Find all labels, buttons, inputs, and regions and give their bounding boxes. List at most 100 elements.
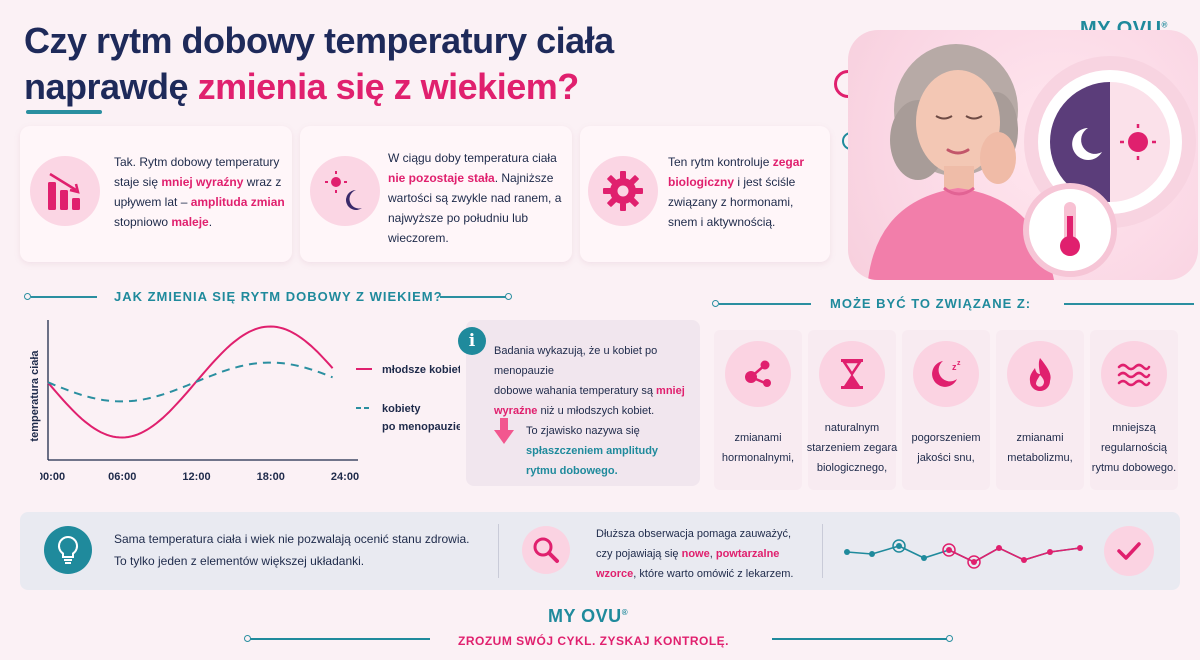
series-line-younger (47, 325, 334, 439)
card-2-icon-wrap (310, 156, 380, 226)
pattern-line-icon (844, 539, 1083, 569)
research-box (466, 320, 700, 486)
bottom-left-line-1: Sama temperatura ciała i wiek nie pozwal… (114, 532, 470, 546)
cause-icon-wrap (1101, 341, 1167, 407)
research-line-2-accent: mniej (656, 385, 685, 397)
svg-text:z: z (952, 362, 957, 372)
legend-label: po menopauzie (382, 421, 460, 433)
cause-label: mniejszą regularnością rytmu dobowego. (1086, 418, 1182, 478)
cause-label-line: biologicznego, (816, 462, 888, 474)
cause-icon-wrap (1007, 341, 1073, 407)
bottom-divider-2 (822, 524, 823, 578)
causes-line-left (719, 303, 811, 305)
research-term-intro: To zjawisko nazywa się (526, 425, 640, 437)
magnifier-icon-wrap (522, 526, 570, 574)
bottom-mid-accent-new: nowe (681, 548, 710, 560)
heading-line-right (440, 296, 506, 298)
heading-line-left (31, 296, 97, 298)
gear-icon (603, 171, 643, 211)
cause-label-line: pogorszeniem (911, 432, 981, 444)
logo-mark: ® (1161, 20, 1168, 30)
card-1-text-part: stopniowo (114, 215, 172, 229)
card-1-text-part: maleje (171, 215, 209, 229)
hourglass-icon (841, 359, 863, 389)
legend-label: kobiety (382, 403, 421, 415)
footer-logo-text: MY OVU (548, 606, 622, 626)
heading-line-dot-right (505, 293, 512, 300)
cause-icon-wrap (819, 341, 885, 407)
heading-line-dot-left (24, 293, 31, 300)
info-icon: i (458, 327, 486, 355)
footer-slogan: ZROZUM SWÓJ CYKL. ZYSKAJ KONTROLĘ. (458, 634, 730, 648)
research-line-2: dobowe wahania temperatury są mniej (494, 381, 698, 401)
title-plain: naprawdę (24, 66, 198, 107)
bottom-left-text: Sama temperatura ciała i wiek nie pozwal… (114, 528, 494, 572)
x-tick-label: 12:00 (182, 471, 210, 483)
bottom-mid-line-3: wzorce, które warto omówić z lekarzem. (596, 564, 816, 584)
cause-label-line: naturalnym (824, 422, 880, 434)
research-text: Badania wykazują, że u kobiet po menopau… (494, 341, 698, 421)
series-line-postmenopause (47, 361, 333, 403)
bulb-icon-wrap (44, 526, 92, 574)
woman-illustration (868, 44, 1196, 280)
card-2-text-part: W ciągu doby temperatura ciała (388, 151, 557, 165)
causes-line-right (1064, 303, 1194, 305)
bottom-divider-1 (498, 524, 499, 578)
cause-label: naturalnym starzeniem zegara biologicznego… (804, 418, 900, 478)
cause-label-line: regularnością (1100, 442, 1168, 454)
cause-label-line: jakości snu, (917, 452, 975, 464)
cause-label: zmianami metabolizmu, (992, 428, 1088, 468)
card-2-text-part: . Najniższe wartości są zwykle nad ranem… (388, 171, 562, 245)
checkmark-icon (1117, 542, 1141, 560)
causes-line-dot-left (712, 300, 719, 307)
card-1-text-part: . (208, 215, 213, 229)
footer-dot-left (244, 635, 251, 642)
bottom-left-line-2: To tylko jeden z elementów większej ukła… (114, 554, 365, 568)
bottom-mid-line-2-plain: czy pojawiają się (596, 548, 682, 560)
cause-label-line: zmianami (734, 432, 782, 444)
cause-label-line: metabolizmu, (1007, 452, 1073, 464)
cause-label-line: starzeniem zegara (806, 442, 898, 454)
x-tick-label: 06:00 (108, 471, 136, 483)
title-accent: zmienia się z wiekiem? (197, 66, 580, 107)
card-3-text-part: i jest ściśle związany z hormonami, snem… (668, 175, 796, 229)
causes-heading: MOŻE BYĆ TO ZWIĄZANE Z: (830, 296, 1032, 311)
cause-label: pogorszeniem jakości snu, (898, 428, 994, 468)
card-2-text: W ciągu doby temperatura ciała nie pozos… (388, 148, 566, 248)
cause-label-line: rytmu dobowego. (1091, 462, 1177, 474)
card-1-text: Tak. Rytm dobowy temperatury staje się m… (114, 152, 286, 232)
card-1-text-part: wraz z upływem lat – (114, 175, 282, 209)
card-3-text-part: Ten rytm kontroluje (668, 155, 773, 169)
card-1-text-part: mniej wyraźny (161, 175, 244, 189)
legend-label: młodsze kobiety (382, 364, 460, 376)
waves-icon (1117, 363, 1151, 387)
x-tick-label: 24:00 (331, 471, 359, 483)
title-line-2: naprawdę zmienia się z wiekiem? (24, 64, 664, 110)
cause-label: zmianami hormonalnymi, (710, 428, 806, 468)
footer-logo-mark: ® (621, 608, 629, 617)
card-1-icon-wrap (30, 156, 100, 226)
footer-line-left (250, 638, 430, 640)
brand-logo-bottom[interactable]: MY OVU® (548, 606, 628, 627)
cause-label-line: mniejszą (1112, 422, 1156, 434)
woman-photo (848, 30, 1198, 280)
card-2-text-part: nie pozostaje stała (388, 171, 495, 185)
research-term-line-2: rytmu dobowego. (526, 465, 618, 477)
x-tick-label: 18:00 (257, 471, 285, 483)
research-term: To zjawisko nazywa się spłaszczeniem amp… (526, 421, 696, 481)
footer-line-right (772, 638, 948, 640)
page-title: Czy rytm dobowy temperatury ciała napraw… (24, 18, 664, 110)
cause-label-line: hormonalnymi, (721, 452, 795, 464)
bottom-mid-text: Dłuższa obserwacja pomaga zauważyć, czy … (596, 524, 816, 584)
chart-section-heading: JAK ZMIENIA SIĘ RYTM DOBOWY Z WIEKIEM? (114, 289, 443, 304)
card-1-text-part: amplituda zmian (190, 195, 285, 209)
research-term-line-1: spłaszczeniem amplitudy (526, 445, 659, 457)
bottom-mid-line-3-plain: , które warto omówić z lekarzem. (633, 568, 794, 580)
bottom-mid-accent-patterns: wzorce (596, 568, 634, 580)
cause-label-line: zmianami (1016, 432, 1064, 444)
bottom-mid-line-2: czy pojawiają się nowe, powtarzalne (596, 544, 816, 564)
magnifier-icon (533, 537, 559, 563)
x-tick-label: 00:00 (40, 471, 65, 483)
research-line-3-plain: niż u młodszych kobiet. (537, 405, 655, 417)
card-3-icon-wrap (588, 156, 658, 226)
